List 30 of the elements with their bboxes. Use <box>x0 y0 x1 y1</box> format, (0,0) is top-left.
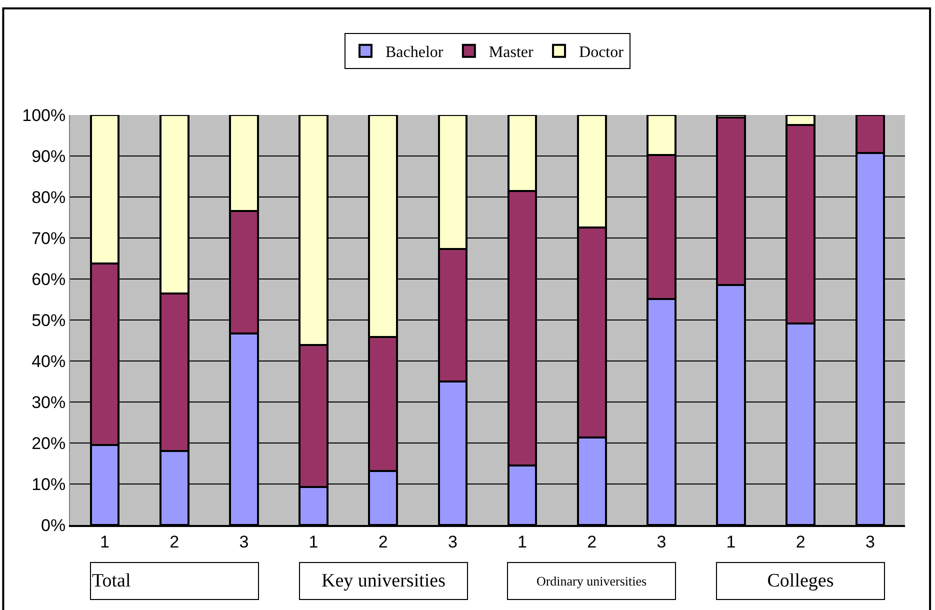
legend-label: Bachelor <box>386 44 444 62</box>
text: Ordinary universities <box>536 574 647 588</box>
y-tick-label: 40% <box>32 352 66 371</box>
x-tick-label: 1 <box>726 532 736 552</box>
y-tick-label: 100% <box>22 106 66 125</box>
x-tick-label: 2 <box>170 532 180 552</box>
x-tick-label: 3 <box>239 532 249 552</box>
legend-label: Master <box>488 44 534 62</box>
x-tick-label: 2 <box>587 532 597 552</box>
x-tick-label: 1 <box>518 532 528 552</box>
text: Key universities <box>321 570 446 592</box>
x-tick-label: 1 <box>308 532 318 552</box>
y-tick-label: 70% <box>32 228 66 248</box>
y-tick-label: 90% <box>32 146 66 166</box>
y-tick-label: 50% <box>32 310 66 330</box>
text: Colleges <box>767 570 834 592</box>
text: Total <box>92 570 131 592</box>
y-tick-label: 10% <box>32 474 66 494</box>
y-tick-label: 60% <box>32 270 66 289</box>
x-tick-label: 1 <box>100 532 110 552</box>
y-tick-label: 80% <box>32 188 66 207</box>
x-tick-label: 2 <box>378 532 388 552</box>
x-tick-label: 3 <box>448 532 458 552</box>
x-tick-label: 3 <box>656 532 666 552</box>
y-tick-label: 20% <box>32 434 66 453</box>
x-tick-label: 3 <box>865 532 875 552</box>
y-tick-label: 30% <box>32 392 66 412</box>
y-tick-label: 0% <box>41 516 66 535</box>
x-tick-label: 2 <box>796 532 806 552</box>
legend-label: Doctor <box>579 44 624 62</box>
